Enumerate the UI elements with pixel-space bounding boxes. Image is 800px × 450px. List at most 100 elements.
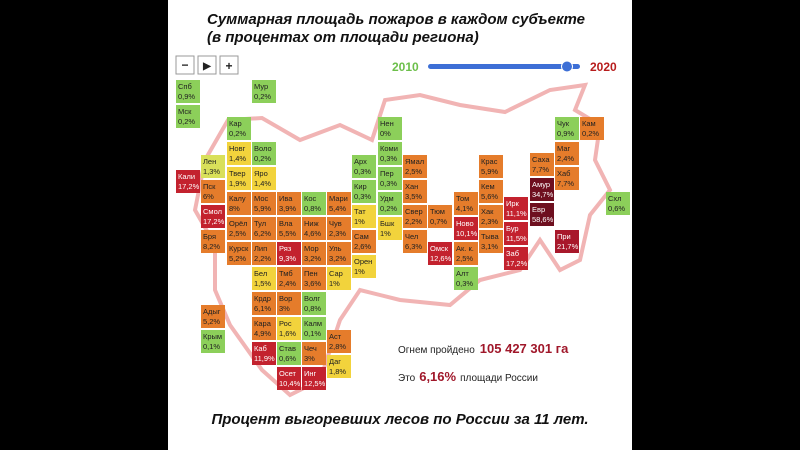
slider-start: 2010 — [392, 60, 419, 74]
tile-box — [302, 192, 326, 215]
tile-box — [277, 367, 301, 390]
tile-value: 6,3% — [405, 242, 422, 251]
tile-value: 10,4% — [279, 379, 301, 388]
tile-value: 11,5% — [506, 234, 527, 243]
tile-box — [252, 292, 276, 315]
tile-value: 1% — [354, 267, 365, 276]
tile-value: 0,3% — [380, 154, 397, 163]
tile-box — [201, 305, 225, 328]
tile-box — [555, 230, 579, 253]
tile-box — [555, 117, 579, 140]
tile-box — [277, 267, 301, 290]
tile-value: 6% — [203, 192, 214, 201]
tile-box — [176, 80, 200, 103]
tile-label: Кара — [254, 319, 272, 328]
tile-box — [277, 192, 301, 215]
button-glyph[interactable]: ▶ — [202, 61, 212, 72]
tile-box — [327, 192, 351, 215]
tile-box — [201, 205, 225, 228]
info-text: Огнем пройдено — [398, 345, 475, 356]
tile-value: 2,8% — [329, 342, 346, 351]
tile-label: Смол — [203, 207, 222, 216]
tile-box — [428, 205, 452, 228]
tile-box — [479, 230, 503, 253]
tile-label: Алт — [456, 269, 469, 278]
tile-value: 0,3% — [380, 179, 397, 188]
tile-box — [504, 247, 528, 270]
tile-value: 2,4% — [279, 279, 296, 288]
tile-box — [530, 203, 554, 226]
tile-label: Коми — [380, 144, 398, 153]
tile-value: 2,2% — [405, 217, 422, 226]
tile-label: Арх — [354, 157, 367, 166]
tile-box — [378, 192, 402, 215]
slider-knob[interactable] — [561, 60, 573, 73]
tile-label: Инг — [304, 369, 317, 378]
tile-label: Свер — [405, 207, 423, 216]
tile-value: 12,6% — [430, 254, 452, 263]
tile-value: 0,8% — [304, 304, 321, 313]
tile-box — [327, 355, 351, 378]
tile-label: Амур — [532, 180, 550, 189]
tile-value: 2,6% — [354, 242, 371, 251]
tile-value: 0,3% — [354, 167, 371, 176]
tile-value: 0,2% — [254, 92, 271, 101]
slider-track[interactable] — [428, 64, 580, 69]
tile-label: Хаб — [557, 169, 570, 178]
tile-box — [252, 167, 276, 190]
button-box[interactable] — [219, 55, 239, 75]
tile-label: Том — [456, 194, 469, 203]
tile-label: Адыг — [203, 307, 221, 316]
tile-label: Тюм — [430, 207, 445, 216]
tile-box — [479, 205, 503, 228]
tile-value: 0,2% — [229, 129, 246, 138]
play-button[interactable]: ▶ — [197, 55, 217, 75]
tile-label: Кир — [354, 182, 367, 191]
zoom-in-button[interactable]: + — [219, 55, 239, 75]
button-glyph[interactable]: − — [181, 58, 188, 72]
tile-value: 17,2% — [178, 182, 200, 191]
tile-value: 11,1% — [506, 209, 527, 218]
button-box[interactable] — [197, 55, 217, 75]
tile-value: 1,4% — [254, 179, 271, 188]
tile-value: 5,6% — [481, 192, 498, 201]
tile-value: 9,3% — [279, 254, 296, 263]
tile-value: 34,7% — [532, 190, 554, 199]
tile-box — [428, 242, 452, 265]
tile-value: 4,1% — [456, 204, 473, 213]
tile-label: Мск — [178, 107, 192, 116]
button-glyph[interactable]: + — [225, 59, 232, 73]
tile-value: 3,5% — [405, 192, 422, 201]
button-box[interactable] — [175, 55, 195, 75]
tile-value: 0,6% — [279, 354, 296, 363]
tile-label: Кам — [582, 119, 596, 128]
zoom-out-button[interactable]: − — [175, 55, 195, 75]
tile-value: 5,5% — [279, 229, 296, 238]
info-text: Это — [398, 373, 416, 384]
tile-value: 2,2% — [254, 254, 271, 263]
tile-label: Сар — [329, 269, 343, 278]
